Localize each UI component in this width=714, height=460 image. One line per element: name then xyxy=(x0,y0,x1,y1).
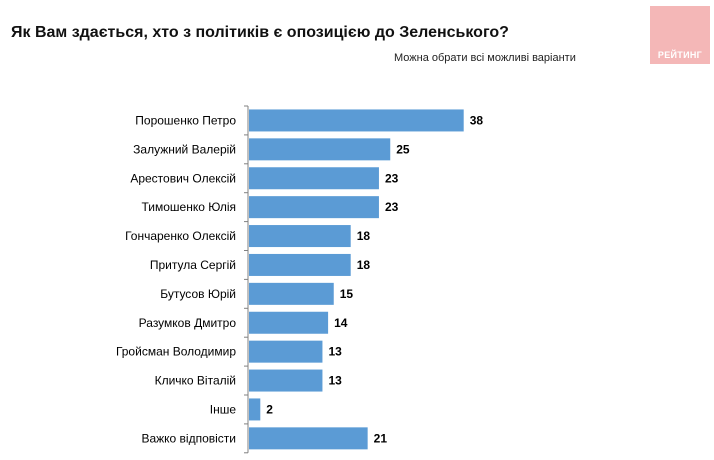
category-label: Порошенко Петро xyxy=(135,113,236,127)
bar xyxy=(249,138,391,161)
category-label: Притула Сергій xyxy=(150,258,236,272)
value-label: 18 xyxy=(357,229,371,243)
value-label: 21 xyxy=(374,431,388,445)
bar xyxy=(249,369,323,392)
logo-text: РЕЙТИНГ xyxy=(657,50,703,60)
bar xyxy=(249,311,329,334)
value-label: 38 xyxy=(470,113,484,127)
category-label: Разумков Дмитро xyxy=(139,316,237,330)
category-label: Гройсман Володимир xyxy=(116,345,236,359)
bar xyxy=(249,253,351,276)
value-label: 25 xyxy=(396,142,410,156)
category-label: Залужний Валерій xyxy=(133,142,236,156)
bar xyxy=(249,109,464,132)
bar xyxy=(249,225,351,248)
category-label: Арестович Олексій xyxy=(130,171,236,185)
value-label: 13 xyxy=(328,374,342,388)
bar xyxy=(249,340,323,363)
value-label: 2 xyxy=(266,402,273,416)
bar xyxy=(249,398,261,421)
value-label: 13 xyxy=(328,345,342,359)
value-label: 14 xyxy=(334,316,348,330)
rating-logo: РЕЙТИНГ xyxy=(650,6,710,64)
value-label: 23 xyxy=(385,171,399,185)
bar xyxy=(249,427,368,450)
category-label: Бутусов Юрій xyxy=(160,287,236,301)
category-label: Гончаренко Олексій xyxy=(125,229,236,243)
category-label: Інше xyxy=(210,402,237,416)
bar xyxy=(249,196,379,219)
category-label: Кличко Віталій xyxy=(155,374,236,388)
value-label: 18 xyxy=(357,258,371,272)
value-label: 15 xyxy=(340,287,354,301)
category-label: Тимошенко Юлія xyxy=(142,200,237,214)
bar xyxy=(249,167,379,190)
bar xyxy=(249,282,334,305)
chart-title: Як Вам здається, хто з політиків є опози… xyxy=(11,24,509,41)
chart-subtitle: Можна обрати всі можливі варіанти xyxy=(394,52,576,64)
category-label: Важко відповісти xyxy=(141,431,236,445)
value-label: 23 xyxy=(385,200,399,214)
